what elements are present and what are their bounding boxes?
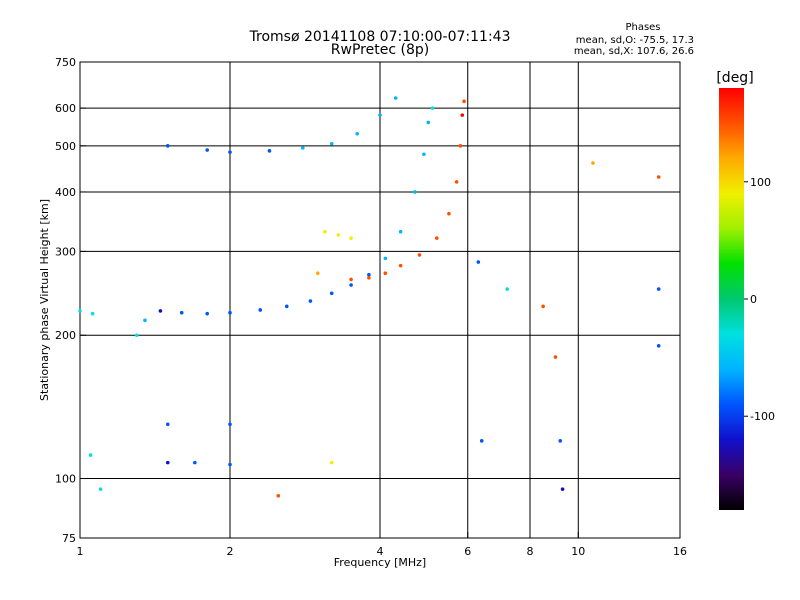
data-point [258,308,263,312]
colorbar-ticks: 100 0 -100 [744,176,775,423]
data-point [430,106,435,110]
x-axis-label: Frequency [MHz] [334,556,426,569]
data-point [276,493,281,498]
y-tick-label: 600 [55,102,76,115]
data-point [398,229,403,234]
data-point [479,439,484,443]
data-point [193,460,197,465]
data-point [134,333,139,338]
y-axis-ticks: 75 100 200 300 400 500 600 750 [55,56,86,545]
data-point [267,149,272,153]
data-point [301,146,305,150]
data-point [541,304,545,309]
data-point [308,299,313,303]
x-tick-label: 6 [464,545,471,558]
data-point [460,113,465,117]
data-point [454,180,459,184]
data-point [143,318,147,323]
data-point [228,150,232,154]
gridlines [80,62,680,538]
data-point [323,229,327,234]
x-tick-label: 10 [571,545,585,558]
colorbar-tick-label: -100 [750,410,775,423]
x-tick-label: 4 [377,545,384,558]
y-tick-label: 300 [55,245,76,258]
y-tick-label: 400 [55,186,76,199]
data-point [349,283,353,287]
data-point [367,272,371,277]
colorbar [719,88,744,510]
data-point [378,113,382,117]
chart-subtitle: RwPretec (8p) [331,42,429,58]
x-tick-label: 1 [77,545,84,558]
x-tick-label: 16 [673,545,687,558]
phases-stat-o-mode: mean, sd,O: -75.5, 17.3 [576,35,694,46]
data-point [417,253,422,257]
data-point [228,462,232,467]
data-point [505,287,509,291]
y-tick-label: 100 [55,473,76,486]
data-point [553,355,558,359]
data-point [205,148,209,152]
data-point [656,287,661,291]
data-point [458,144,463,148]
data-point [393,96,398,100]
data-point [413,190,417,194]
data-point [476,260,481,264]
phases-stat-heading: Phases [625,22,660,33]
data-point [228,310,232,315]
data-point [98,487,103,491]
data-point [284,304,289,309]
data-point [228,422,232,427]
colorbar-tick-label: 100 [750,176,771,189]
data-point [349,277,353,282]
data-point [329,141,334,146]
data-point [462,99,466,104]
data-point [329,460,334,465]
data-point [434,236,439,240]
data-point [560,487,565,491]
data-point [591,161,595,165]
data-point [383,256,388,261]
data-point [78,309,82,313]
data-point [165,460,170,465]
data-point [656,344,661,348]
data-point [315,271,320,276]
colorbar-tick-label: 0 [750,293,757,306]
y-tick-label: 75 [62,532,76,545]
x-tick-label: 8 [527,545,534,558]
y-tick-label: 200 [55,329,76,342]
data-point [558,439,563,443]
data-point [447,211,451,216]
colorbar-label: [deg] [716,70,753,86]
data-point [383,271,388,276]
y-tick-label: 750 [55,56,76,69]
phases-stat-x-mode: mean, sd,X: 107.6, 26.6 [574,46,694,57]
data-point [329,291,334,296]
data-point [349,236,353,240]
chart-title: Tromsø 20141108 07:10:00-07:11:43 [249,29,511,45]
data-point [422,152,426,157]
x-tick-label: 2 [227,545,234,558]
data-point [205,311,209,316]
data-point [656,175,661,179]
data-point [355,131,359,136]
data-point [398,263,403,268]
data-point [88,453,93,457]
data-point [426,120,431,125]
data-point [165,422,170,427]
data-point [367,276,371,280]
y-tick-label: 500 [55,140,76,153]
data-points [78,96,661,498]
data-point [179,310,184,315]
data-point [336,233,341,237]
y-axis-label: Stationary phase Virtual Height [km] [38,199,51,401]
data-point [165,144,170,148]
data-point [158,309,163,313]
x-axis-ticks: 1 2 4 6 8 10 16 [77,532,687,558]
data-point [90,311,95,316]
